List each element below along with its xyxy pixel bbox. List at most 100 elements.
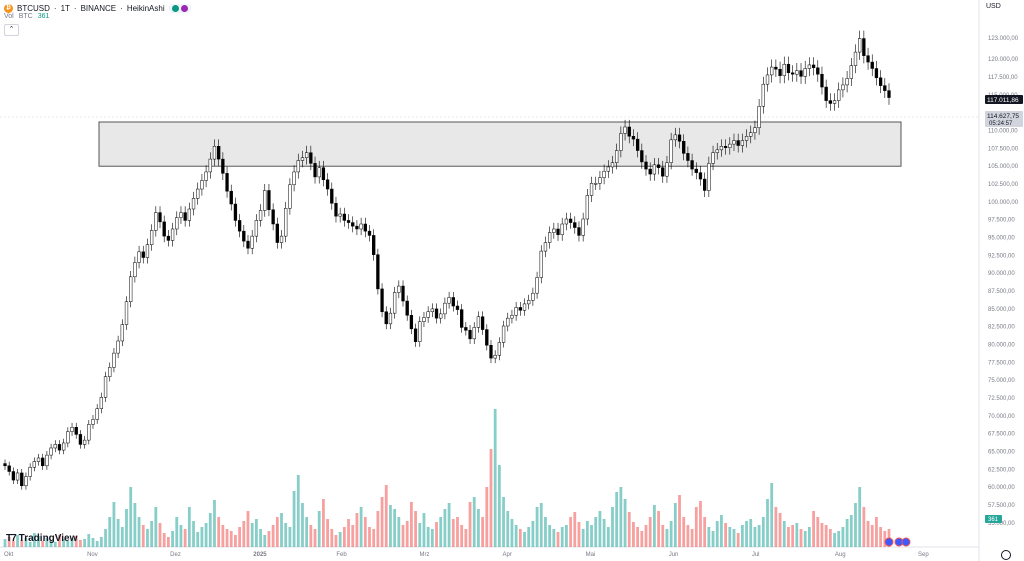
candle-body xyxy=(623,126,627,134)
share-icon[interactable] xyxy=(180,4,188,12)
candle-body xyxy=(573,222,577,228)
volume-bar xyxy=(464,529,468,547)
currency-button[interactable]: USD xyxy=(986,3,1001,10)
volume-bar xyxy=(523,532,526,547)
chevron-up-icon: ⌃ xyxy=(8,26,15,33)
candle-body xyxy=(258,210,263,221)
current-price-label: 114.627,75 xyxy=(987,113,1019,120)
candle-body xyxy=(853,51,858,66)
volume-bar xyxy=(79,540,82,547)
candle-body xyxy=(464,327,468,331)
tradingview-brand[interactable]: T7 TradingView xyxy=(6,533,77,544)
candle-body xyxy=(447,297,451,304)
volume-bar xyxy=(632,522,635,547)
volume-bar xyxy=(342,527,346,547)
candle-body xyxy=(765,74,770,85)
x-tick-label: Mai xyxy=(586,552,596,558)
candle-body xyxy=(669,139,673,163)
y-tick-label: 85.000,00 xyxy=(988,307,1015,313)
candle-body xyxy=(103,376,108,398)
volume-bar xyxy=(3,539,7,547)
volume-bar xyxy=(326,519,329,547)
candle-body xyxy=(564,218,569,225)
y-tick-label: 100.000,00 xyxy=(988,200,1019,206)
volume-bar xyxy=(32,533,36,547)
candle-body xyxy=(388,312,393,325)
candle-body xyxy=(384,311,388,325)
chart-header[interactable]: ₿ BTCUSD · 1T · BINANCE · HeikinAshi xyxy=(4,2,191,14)
time-axis[interactable]: Okt Nov Dez 2025 Feb Mrz Apr Mai Jun Jul Aug Sep xyxy=(4,552,929,558)
volume-bar xyxy=(439,517,443,547)
candle-body xyxy=(832,100,837,104)
volume-bar xyxy=(803,531,807,547)
volume-bar xyxy=(833,533,836,547)
candle-body xyxy=(78,434,83,445)
volume-bar xyxy=(338,532,342,547)
interval-label[interactable]: 1T xyxy=(60,3,70,13)
volume-bar xyxy=(83,539,87,547)
candle-body xyxy=(95,408,99,420)
candle-body xyxy=(648,168,652,175)
header-action-buttons[interactable] xyxy=(168,3,191,13)
volume-bar xyxy=(263,535,267,547)
candle-body xyxy=(300,157,305,161)
candle-body xyxy=(57,444,62,451)
volume-bar xyxy=(363,517,367,547)
price-axis[interactable]: 123.000,00120.000,00117.500,00115.000,00… xyxy=(988,36,1019,527)
volume-bar xyxy=(678,495,681,547)
volume-bar xyxy=(703,517,707,547)
candle-body xyxy=(460,309,464,328)
volume-bar xyxy=(757,525,761,547)
candle-body xyxy=(317,167,321,178)
candle-body xyxy=(493,354,497,359)
volume-bar xyxy=(799,529,803,547)
candle-body xyxy=(652,164,657,175)
volume-bar xyxy=(87,534,91,547)
candle-body xyxy=(321,167,326,181)
flag-icons[interactable] xyxy=(884,537,911,547)
collapse-legend-button[interactable]: ⌃ xyxy=(4,24,19,36)
status-dot-icon[interactable] xyxy=(171,4,179,12)
volume-legend[interactable]: Vol BTC 361 xyxy=(4,13,49,20)
candle-body xyxy=(254,220,259,237)
resistance-zone[interactable] xyxy=(98,121,902,167)
candle-body xyxy=(233,203,238,221)
candle-body xyxy=(736,140,740,146)
candle-body xyxy=(99,397,104,409)
candle-body xyxy=(703,178,707,191)
candle-body xyxy=(749,132,753,137)
countdown-label: 05:24:57 xyxy=(989,121,1013,127)
candle-body xyxy=(698,172,703,180)
x-tick-label: Sep xyxy=(918,552,929,558)
volume-bar xyxy=(137,517,141,547)
candle-body xyxy=(501,325,506,343)
volume-bar xyxy=(820,523,824,547)
candle-body xyxy=(443,302,447,315)
candle-body xyxy=(841,84,845,91)
candle-body xyxy=(480,316,485,330)
volume-bar xyxy=(518,529,522,547)
volume-bar xyxy=(99,537,103,547)
volume-bar xyxy=(648,517,652,547)
candle-body xyxy=(518,307,522,311)
last-price-tag: 117.011,86 xyxy=(985,95,1023,104)
gear-icon[interactable] xyxy=(1001,550,1011,560)
volume-bar xyxy=(552,529,556,547)
volume-bar xyxy=(682,517,686,547)
volume-bar xyxy=(665,529,669,547)
candle-body xyxy=(744,136,749,141)
candle-body xyxy=(644,161,648,170)
y-tick-label: 77.500,00 xyxy=(988,360,1015,366)
candles xyxy=(3,30,891,490)
candle-body xyxy=(811,64,816,69)
volume-bar xyxy=(581,529,585,547)
symbol-name[interactable]: BTCUSD xyxy=(17,3,50,13)
candle-body xyxy=(120,324,124,342)
candle-body xyxy=(284,208,288,237)
chart-style-label[interactable]: HeikinAshi xyxy=(126,3,165,13)
volume-bar xyxy=(640,531,644,547)
candle-body xyxy=(535,277,539,294)
volume-bar xyxy=(845,519,849,547)
